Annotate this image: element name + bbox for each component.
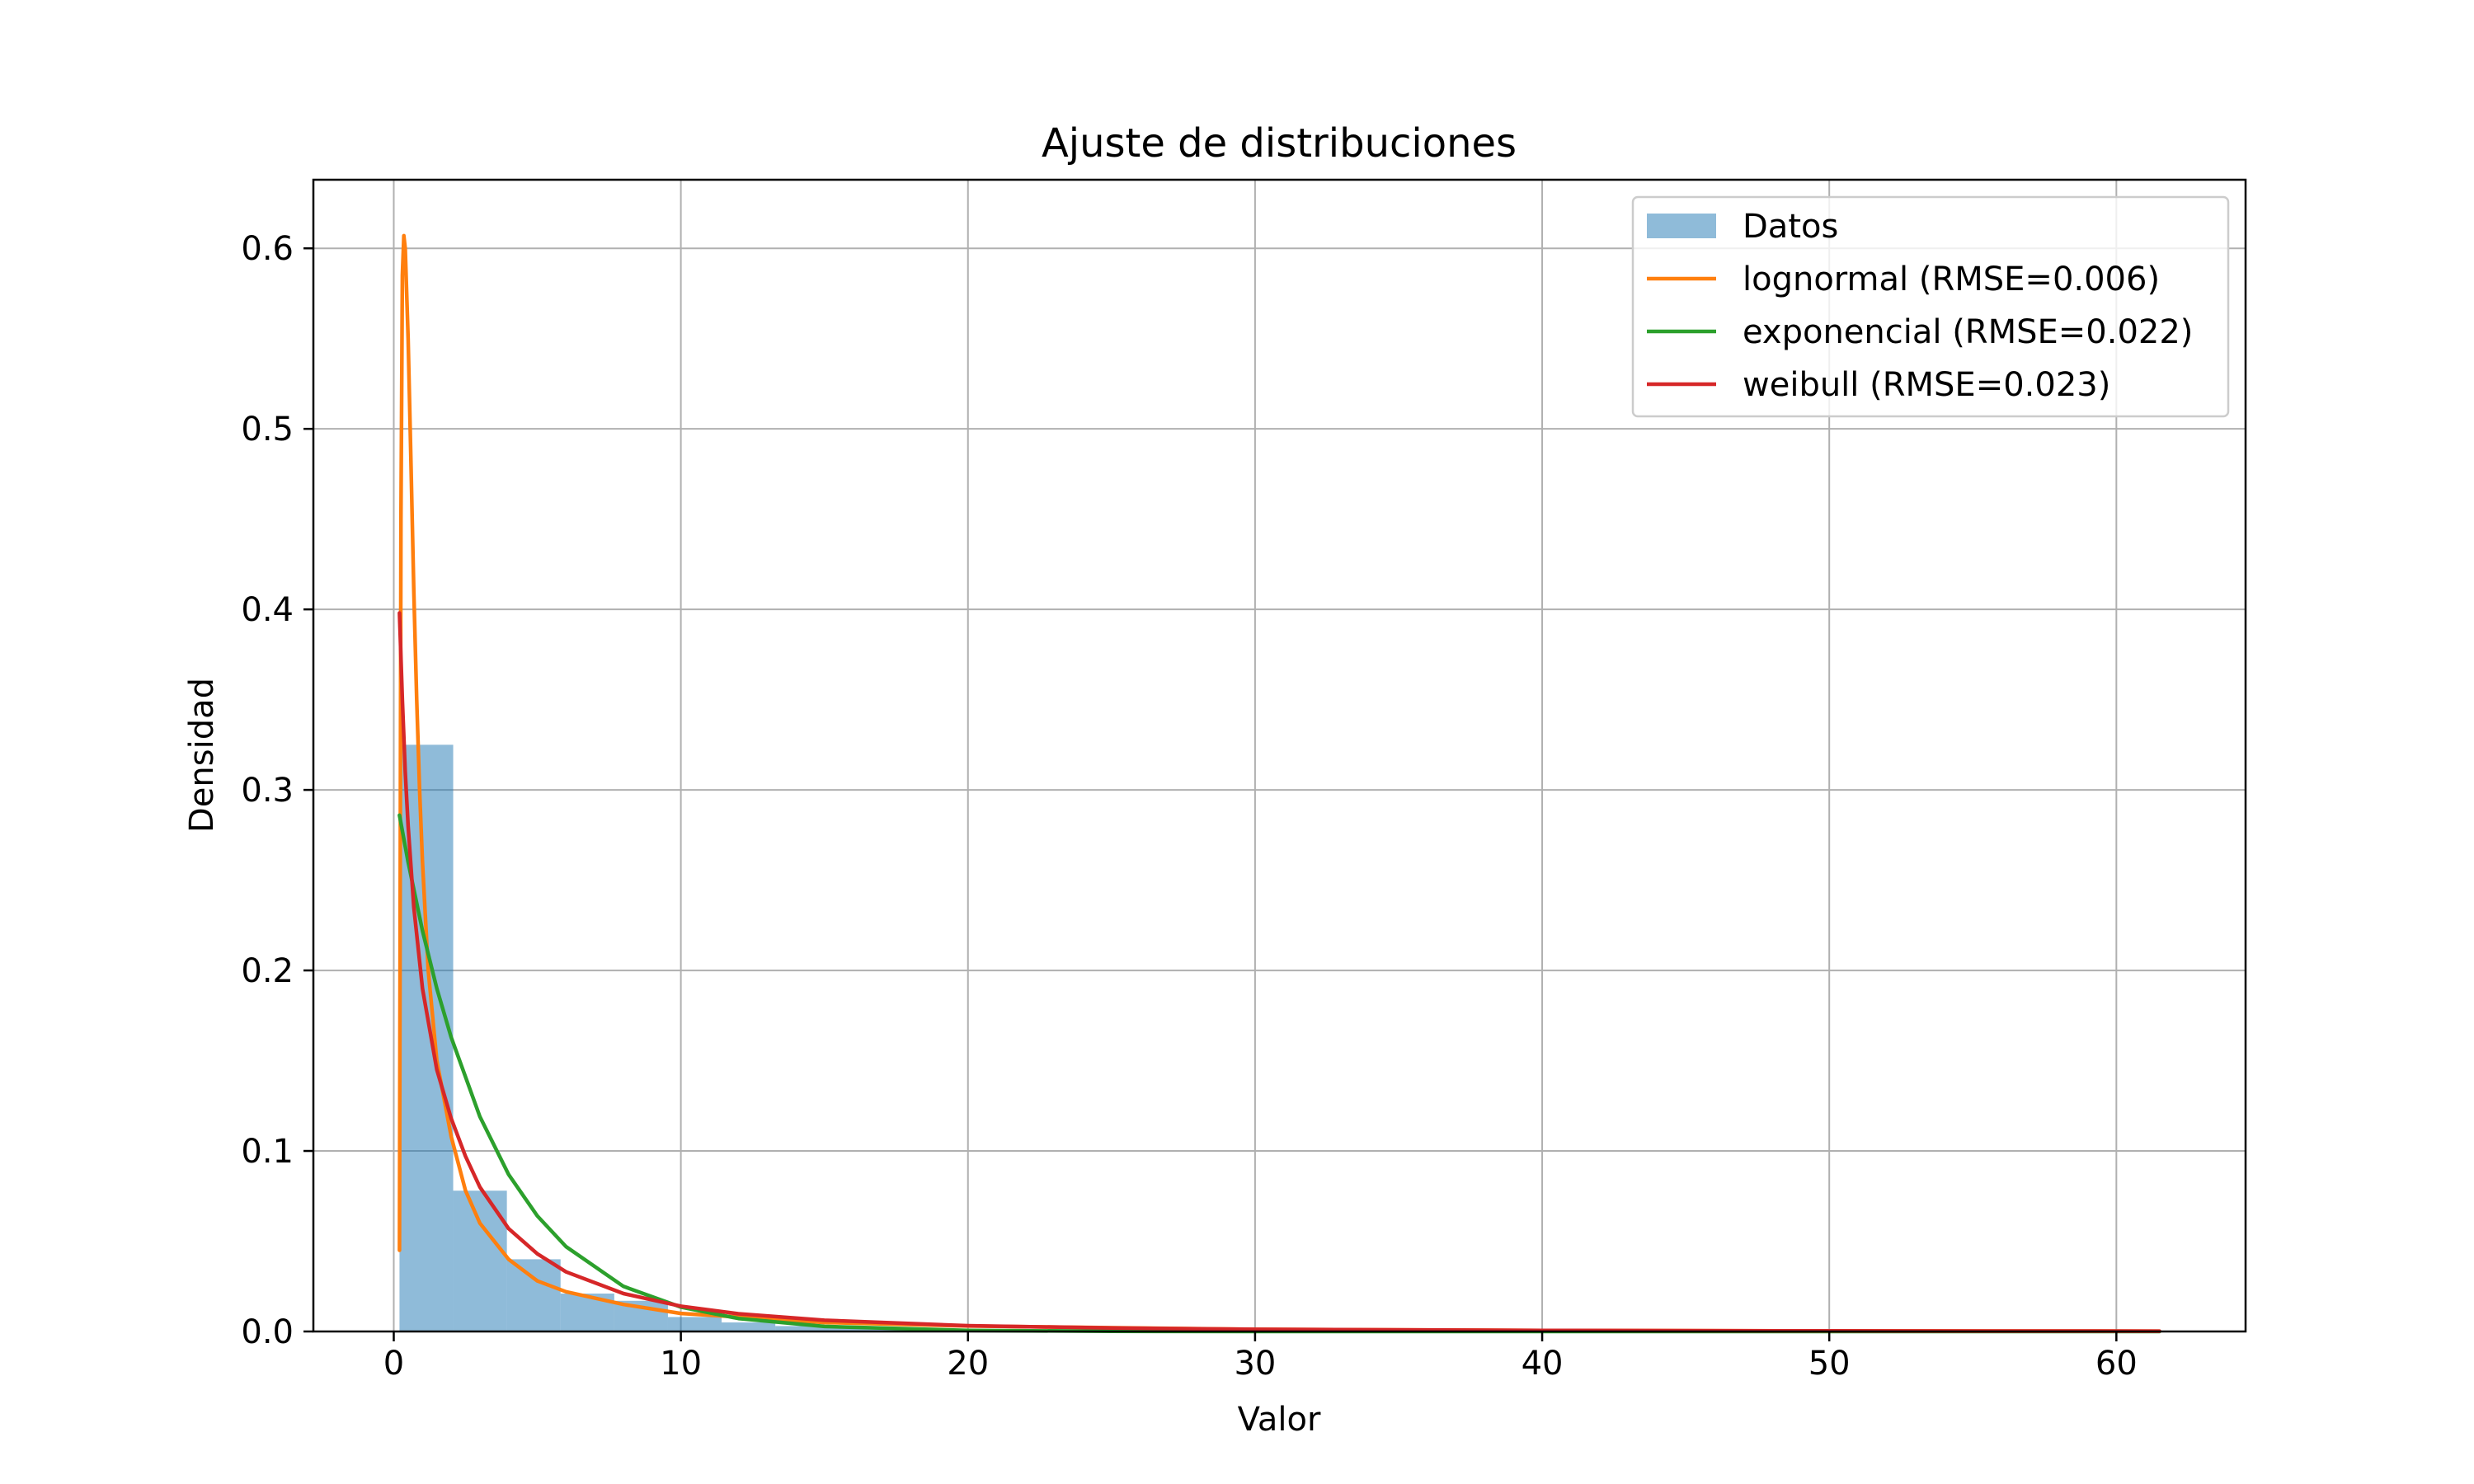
x-tick-label: 30 xyxy=(1234,1345,1276,1383)
y-tick-label: 0.0 xyxy=(241,1313,294,1351)
y-axis-ticks: 0.0 0.1 0.2 0.3 0.4 0.5 0.6 xyxy=(241,230,313,1351)
legend: Datos lognormal (RMSE=0.006) exponencial (… xyxy=(1631,195,2230,418)
y-tick-label: 0.2 xyxy=(241,952,294,990)
y-tick-label: 0.6 xyxy=(241,230,294,268)
x-tick-label: 50 xyxy=(1808,1345,1851,1383)
y-tick-label: 0.4 xyxy=(241,591,294,629)
series-line xyxy=(397,611,2161,1333)
legend-swatch-datos xyxy=(1647,214,1716,238)
histogram-bars xyxy=(399,744,2160,1331)
legend-label: lognormal (RMSE=0.006) xyxy=(1743,261,2160,298)
histogram-bar xyxy=(667,1317,722,1331)
histogram-bar xyxy=(775,1326,830,1331)
y-tick-label: 0.5 xyxy=(241,411,294,448)
legend-label: Datos xyxy=(1743,208,1838,246)
x-axis-ticks: 0 10 20 30 40 50 60 xyxy=(383,1331,2138,1383)
y-tick-label: 0.3 xyxy=(241,772,294,810)
plot-frame xyxy=(312,178,2247,1333)
y-tick-label: 0.1 xyxy=(241,1133,294,1171)
y-axis-label: Densidad xyxy=(183,678,221,833)
x-axis-label: Valor xyxy=(1238,1401,1321,1439)
x-tick-label: 10 xyxy=(660,1345,702,1383)
chart-title: Ajuste de distribuciones xyxy=(1042,120,1517,167)
legend-box xyxy=(1631,195,2230,418)
legend-label: weibull (RMSE=0.023) xyxy=(1743,366,2110,404)
legend-label: exponencial (RMSE=0.022) xyxy=(1743,313,2193,351)
x-tick-label: 60 xyxy=(2095,1345,2138,1383)
x-tick-label: 40 xyxy=(1522,1345,1564,1383)
histogram-bar xyxy=(722,1322,776,1331)
x-tick-label: 20 xyxy=(947,1345,989,1383)
x-tick-label: 0 xyxy=(383,1345,404,1383)
histogram-bar xyxy=(506,1259,561,1331)
histogram-bar xyxy=(829,1327,883,1331)
